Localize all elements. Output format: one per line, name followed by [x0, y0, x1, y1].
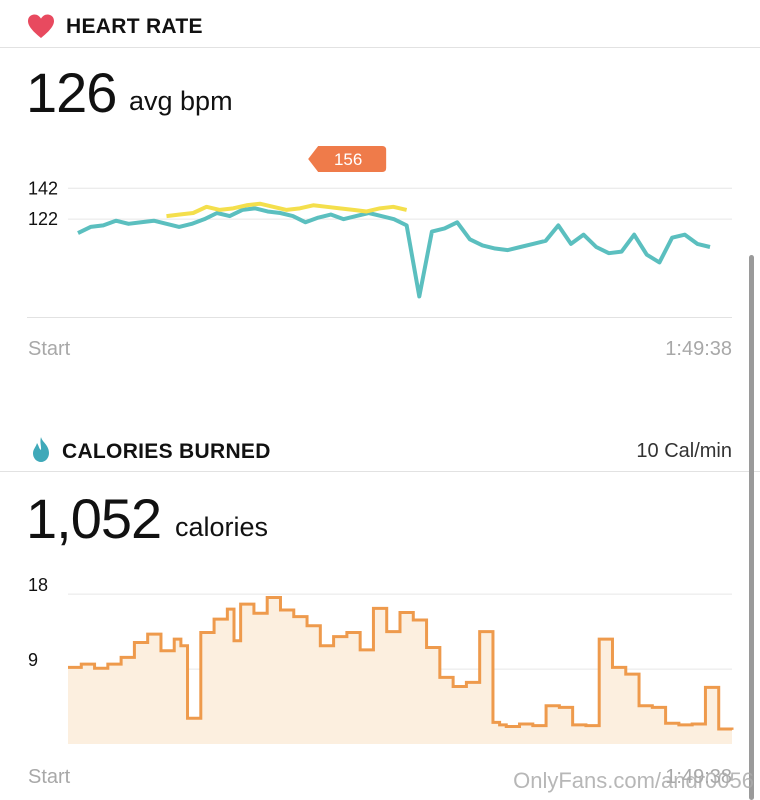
heart-rate-y-tick: 122: [28, 209, 58, 229]
calories-x-start: Start: [28, 766, 71, 788]
calories-unit: calories: [175, 512, 269, 542]
heart-rate-y-tick: 142: [28, 178, 58, 198]
heart-icon: [28, 14, 54, 38]
scrollbar[interactable]: [749, 255, 754, 800]
heart-rate-axis-divider: [27, 317, 732, 318]
flame-icon: [33, 437, 49, 462]
watermark-text: OnlyFans.com/andr0056: [513, 768, 754, 793]
calories-title: CALORIES BURNED: [62, 440, 271, 463]
heart-rate-x-start: Start: [28, 338, 71, 360]
calories-chart: 18 9: [28, 575, 734, 744]
calories-rate: 10 Cal/min: [636, 440, 732, 462]
heart-rate-unit: avg bpm: [129, 86, 233, 116]
heart-rate-value: 126: [26, 61, 117, 124]
heart-rate-title: HEART RATE: [66, 15, 203, 38]
heart-rate-x-end: 1:49:38: [665, 338, 732, 360]
heart-rate-line: [77, 206, 711, 299]
calories-x-end: 1:49:38: [665, 766, 732, 788]
calories-y-tick: 9: [28, 650, 38, 670]
heart-rate-zone-line: [166, 201, 408, 219]
heart-rate-chart: 142 122 156: [28, 146, 732, 299]
heart-rate-peak-label: 156: [334, 150, 362, 169]
calories-y-tick: 18: [28, 575, 48, 595]
calories-line: [68, 595, 734, 731]
heart-rate-header: HEART RATE: [0, 0, 760, 48]
heart-rate-peak-callout: 156: [308, 146, 387, 172]
calories-header: CALORIES BURNED 10 Cal/min: [0, 424, 760, 472]
calories-value: 1,052: [26, 487, 162, 550]
